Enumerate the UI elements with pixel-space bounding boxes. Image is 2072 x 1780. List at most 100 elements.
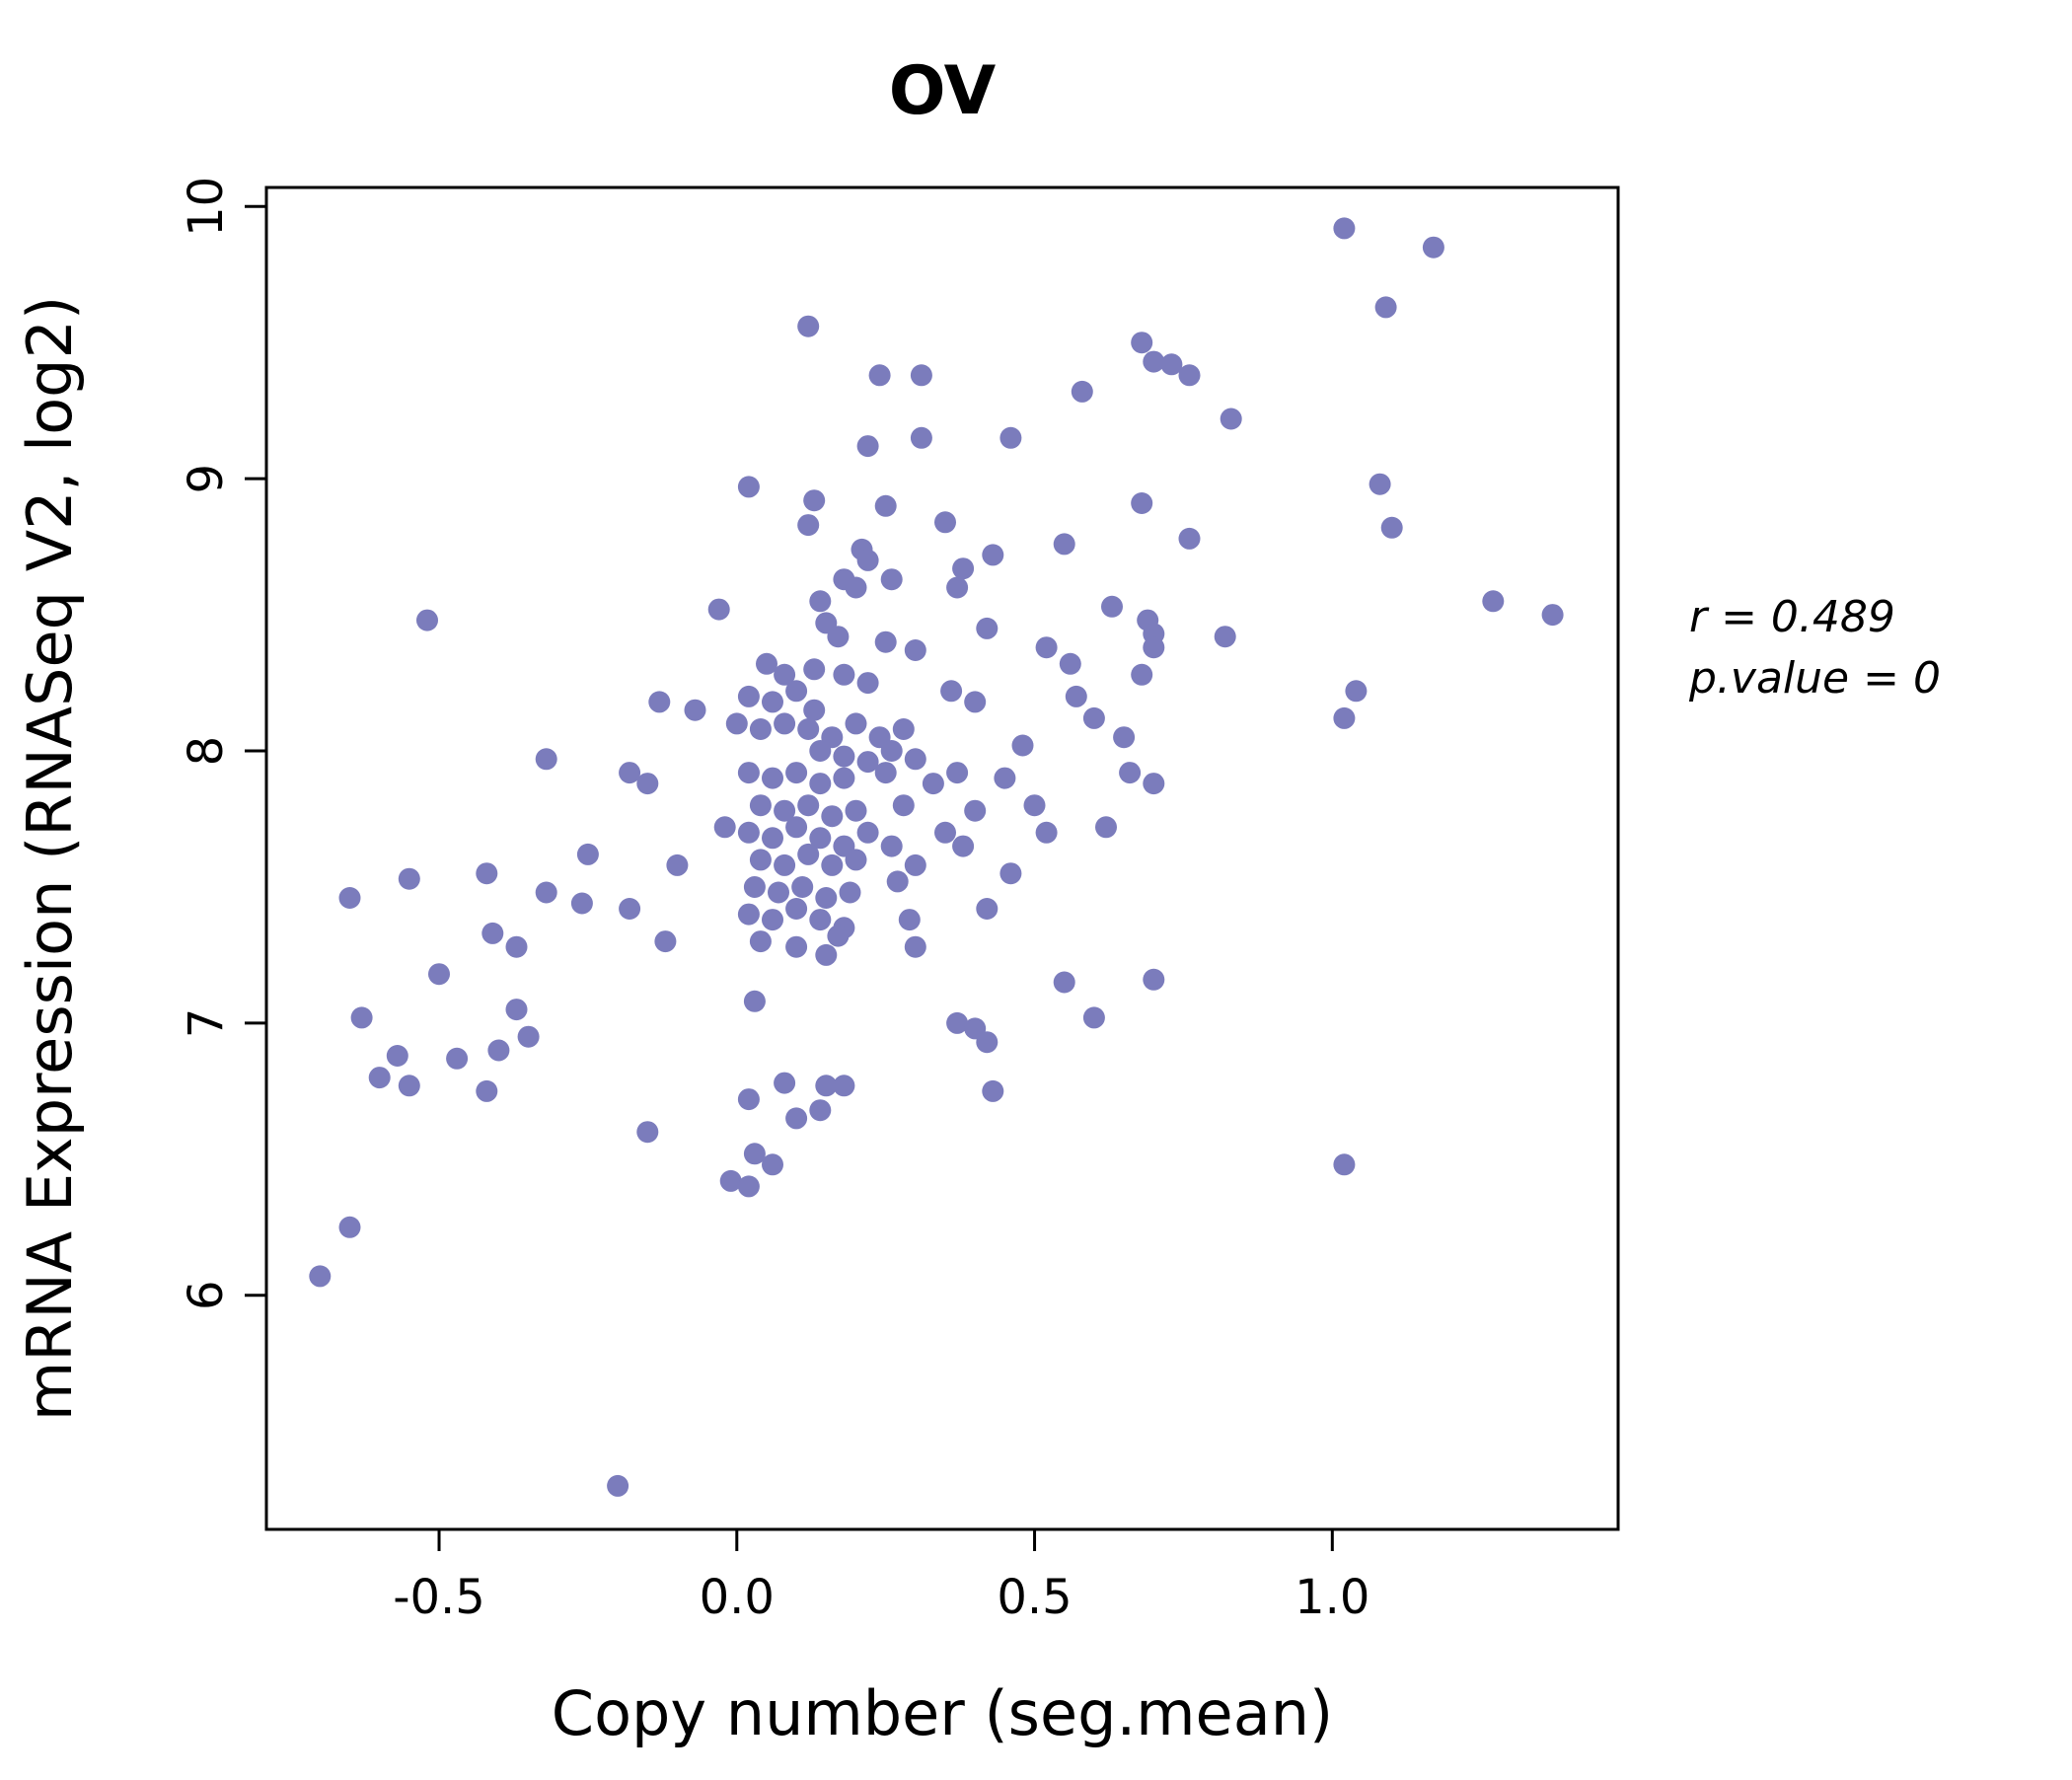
data-point (386, 1045, 408, 1067)
data-point (1023, 794, 1046, 817)
data-point (1220, 408, 1242, 430)
data-point (713, 816, 736, 839)
data-point (845, 849, 867, 871)
data-point (1214, 626, 1236, 648)
data-point (749, 718, 772, 740)
data-point (946, 762, 969, 784)
data-point (1178, 364, 1201, 387)
data-point (964, 691, 987, 713)
data-point (338, 1216, 361, 1238)
data-point (785, 935, 808, 958)
data-point (1131, 332, 1153, 354)
data-point (785, 680, 808, 703)
data-point (833, 1075, 855, 1097)
data-point (827, 626, 850, 648)
data-point (815, 1075, 838, 1097)
data-point (762, 909, 783, 931)
data-point (839, 881, 861, 904)
data-point (774, 712, 796, 735)
data-point (737, 821, 760, 844)
data-point (880, 740, 903, 762)
data-point (797, 718, 820, 740)
data-point (338, 887, 361, 909)
axis-ticks: -0.5 0.0 0.5 1.0 6 7 8 9 10 (179, 177, 1369, 1625)
data-point (398, 867, 420, 890)
data-point (803, 658, 826, 681)
y-tick-label: 10 (179, 177, 234, 237)
data-point (768, 881, 789, 904)
data-point (1143, 968, 1165, 991)
data-point (791, 876, 814, 898)
data-point (1119, 762, 1142, 784)
data-point (946, 1011, 969, 1034)
data-point (476, 1079, 498, 1102)
data-point (934, 511, 956, 534)
data-point (1333, 1153, 1356, 1176)
data-point (797, 843, 820, 865)
data-point (940, 680, 963, 703)
data-point (934, 821, 956, 844)
data-point (904, 853, 926, 876)
data-point (1053, 971, 1075, 994)
data-point (845, 712, 867, 735)
data-point (719, 1169, 742, 1192)
data-point (570, 892, 593, 915)
data-point (892, 718, 915, 740)
data-point (774, 853, 796, 876)
data-point (785, 816, 808, 839)
data-point (797, 514, 820, 537)
data-point (785, 1107, 808, 1130)
data-point (1143, 350, 1165, 373)
data-point (756, 652, 777, 675)
data-point (952, 835, 975, 857)
data-point (368, 1067, 391, 1089)
data-point (874, 630, 897, 653)
data-point (1065, 685, 1087, 707)
data-point (1011, 734, 1034, 757)
data-point (1095, 816, 1117, 839)
data-point (749, 930, 772, 953)
data-point (952, 557, 975, 580)
data-point (350, 1006, 373, 1029)
data-point (1035, 636, 1058, 659)
data-point (833, 745, 855, 768)
data-point (619, 898, 641, 920)
data-point (737, 903, 760, 926)
y-tick-label: 6 (179, 1280, 234, 1310)
data-point (636, 1121, 659, 1144)
data-point (636, 773, 659, 795)
data-point (1059, 652, 1081, 675)
data-point (856, 751, 879, 774)
data-point (809, 740, 832, 762)
data-point (517, 1025, 540, 1048)
data-point (886, 870, 909, 893)
data-point (868, 364, 891, 387)
x-tick-label: 1.0 (1295, 1570, 1369, 1625)
data-point (774, 1072, 796, 1094)
data-point (1333, 217, 1356, 240)
data-point (737, 1175, 760, 1198)
data-point (416, 609, 438, 631)
data-point (785, 898, 808, 920)
data-point (994, 767, 1016, 789)
data-point (1082, 1006, 1105, 1029)
data-point (1345, 680, 1368, 703)
data-point (1380, 516, 1403, 539)
data-point (809, 590, 832, 613)
data-point (999, 862, 1022, 885)
x-tick-label: -0.5 (393, 1570, 485, 1625)
data-point (1422, 236, 1444, 259)
data-point (946, 576, 969, 599)
data-point (821, 853, 844, 876)
data-point (815, 943, 838, 966)
data-point (737, 762, 760, 784)
y-tick-label: 9 (179, 464, 234, 494)
data-point (922, 773, 944, 795)
data-point (1541, 604, 1564, 627)
chart-title: OV (889, 52, 997, 130)
data-point (1482, 590, 1505, 613)
data-point (856, 549, 879, 571)
data-point (535, 881, 557, 904)
annotation-correlation: r = 0.489 (1689, 592, 1895, 642)
